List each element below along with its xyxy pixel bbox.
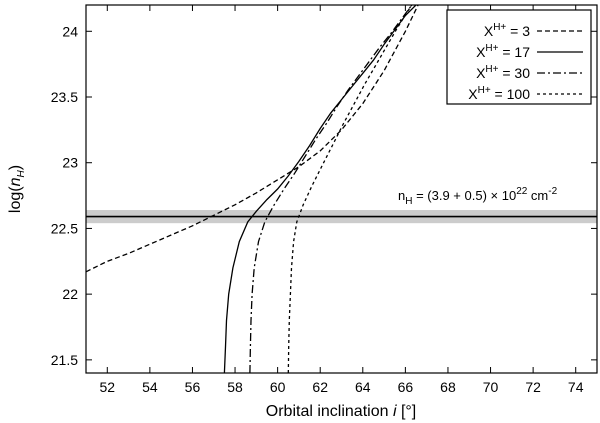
x-axis-ticks: 52 54 56 58 60 62 64 66 68 70 72 74 [100,5,584,395]
series-line-4 [287,5,413,373]
y-tick-label: 21.5 [51,352,78,368]
legend-label-1: XH+ = 3 [484,22,530,39]
y-tick-label: 23 [62,155,78,171]
legend: XH+ = 3 XH+ = 17 XH+ = 30 XH+ = 100 [446,9,592,105]
y-axis-title: log(nH) [7,165,27,213]
y-axis-title-n: n [7,177,24,186]
band-annotation-unit: cm [527,188,548,203]
x-tick-label: 52 [100,379,116,395]
band-annotation-exp: 22 [516,186,528,197]
y-axis-title-suffix: ) [7,165,24,170]
band-annotation-sub: H [405,196,412,207]
x-tick-label: 60 [270,379,286,395]
series-line-1 [86,5,419,273]
y-tick-label: 22.5 [51,220,78,236]
legend-box [446,9,592,105]
x-tick-label: 74 [568,379,584,395]
x-tick-label: 64 [355,379,371,395]
band-annotation-n: n [398,188,405,203]
y-tick-label: 22 [62,286,78,302]
y-axis-title-prefix: log( [7,186,24,213]
x-tick-label: 62 [312,379,328,395]
x-axis-title-italic: i [393,403,397,420]
x-axis-title: Orbital inclination i [°] [266,403,416,420]
x-axis-title-unit: [°] [397,403,417,420]
plot-frame [85,4,598,374]
series-line-2 [223,5,417,373]
x-tick-label: 70 [483,379,499,395]
x-tick-label: 68 [440,379,456,395]
y-tick-label: 24 [62,23,78,39]
legend-label-3: XH+ = 30 [476,64,530,81]
y-tick-label: 23.5 [51,89,78,105]
legend-items: XH+ = 3 XH+ = 17 XH+ = 30 XH+ = 100 [468,22,583,102]
x-tick-label: 54 [142,379,158,395]
band-annotation: nH = (3.9 + 0.5) × 1022 cm-2 [398,186,558,207]
x-tick-label: 56 [185,379,201,395]
series-group [86,5,419,373]
x-tick-label: 66 [398,379,414,395]
series-line-3 [249,5,413,373]
x-tick-label: 72 [525,379,541,395]
y-axis-ticks: 21.5 22 22.5 23 23.5 24 [51,23,597,368]
band-annotation-mid: = (3.9 + 0.5) × 10 [412,188,516,203]
x-axis-title-main: Orbital inclination [266,403,393,420]
legend-label-2: XH+ = 17 [476,43,530,60]
x-tick-label: 58 [227,379,243,395]
legend-label-4: XH+ = 100 [468,85,530,102]
y-axis-title-sub: H [16,169,27,177]
band-annotation-unit-exp: -2 [548,186,557,197]
